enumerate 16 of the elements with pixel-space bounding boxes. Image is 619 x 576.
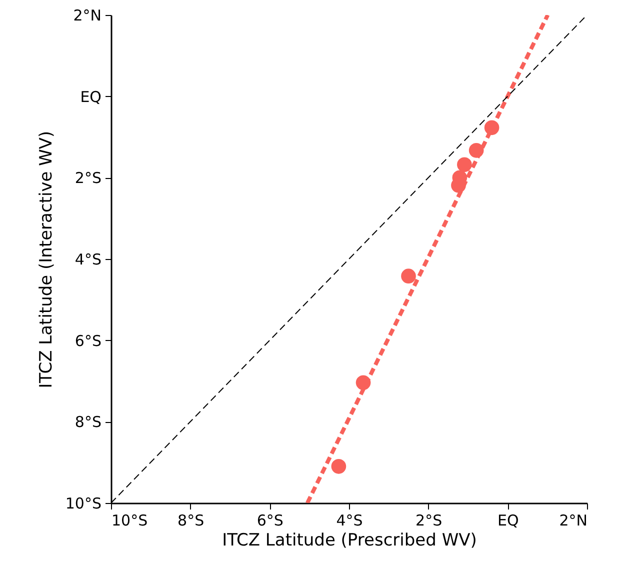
x-tick-label: 4°S bbox=[336, 512, 363, 530]
y-tick-label: 2°S bbox=[74, 169, 102, 188]
y-tick-label: 8°S bbox=[74, 413, 102, 432]
x-tick-label: 6°S bbox=[256, 512, 284, 530]
y-axis-title: ITCZ Latitude (Interactive WV) bbox=[36, 130, 56, 388]
x-tick-label: 2°S bbox=[416, 512, 442, 530]
y-tick-label: 10°S bbox=[65, 494, 102, 512]
y-tick-label: 6°S bbox=[74, 332, 102, 350]
x-tick-label: 10°S bbox=[112, 512, 148, 530]
x-tick-label: EQ bbox=[498, 512, 519, 530]
y-tick-label: 4°S bbox=[74, 250, 102, 268]
x-tick-label: 2°N bbox=[559, 512, 588, 530]
y-tick-label: EQ bbox=[80, 88, 102, 106]
y-tick-label: 2°N bbox=[73, 6, 102, 24]
x-axis-title: ITCZ Latitude (Prescribed WV) bbox=[222, 530, 477, 550]
x-tick-label: 8°S bbox=[178, 512, 204, 530]
